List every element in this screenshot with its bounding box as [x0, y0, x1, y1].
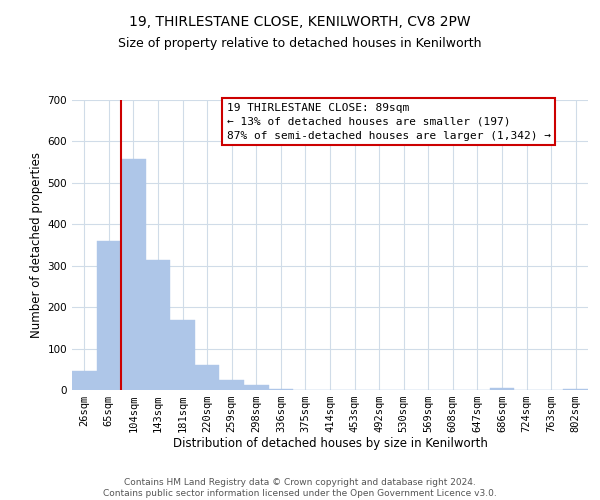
Bar: [170, 320, 195, 390]
X-axis label: Distribution of detached houses by size in Kenilworth: Distribution of detached houses by size …: [173, 436, 487, 450]
Bar: [97, 241, 121, 390]
Bar: [244, 385, 269, 390]
Bar: [269, 389, 293, 390]
Bar: [72, 372, 97, 390]
Bar: [146, 260, 170, 390]
Text: 19 THIRLESTANE CLOSE: 89sqm
← 13% of detached houses are smaller (197)
87% of se: 19 THIRLESTANE CLOSE: 89sqm ← 13% of det…: [227, 103, 551, 141]
Text: 19, THIRLESTANE CLOSE, KENILWORTH, CV8 2PW: 19, THIRLESTANE CLOSE, KENILWORTH, CV8 2…: [129, 15, 471, 29]
Bar: [121, 159, 146, 390]
Bar: [195, 365, 220, 390]
Y-axis label: Number of detached properties: Number of detached properties: [31, 152, 43, 338]
Bar: [220, 380, 244, 390]
Text: Size of property relative to detached houses in Kenilworth: Size of property relative to detached ho…: [118, 38, 482, 51]
Text: Contains HM Land Registry data © Crown copyright and database right 2024.
Contai: Contains HM Land Registry data © Crown c…: [103, 478, 497, 498]
Bar: [490, 388, 514, 390]
Bar: [563, 389, 588, 390]
